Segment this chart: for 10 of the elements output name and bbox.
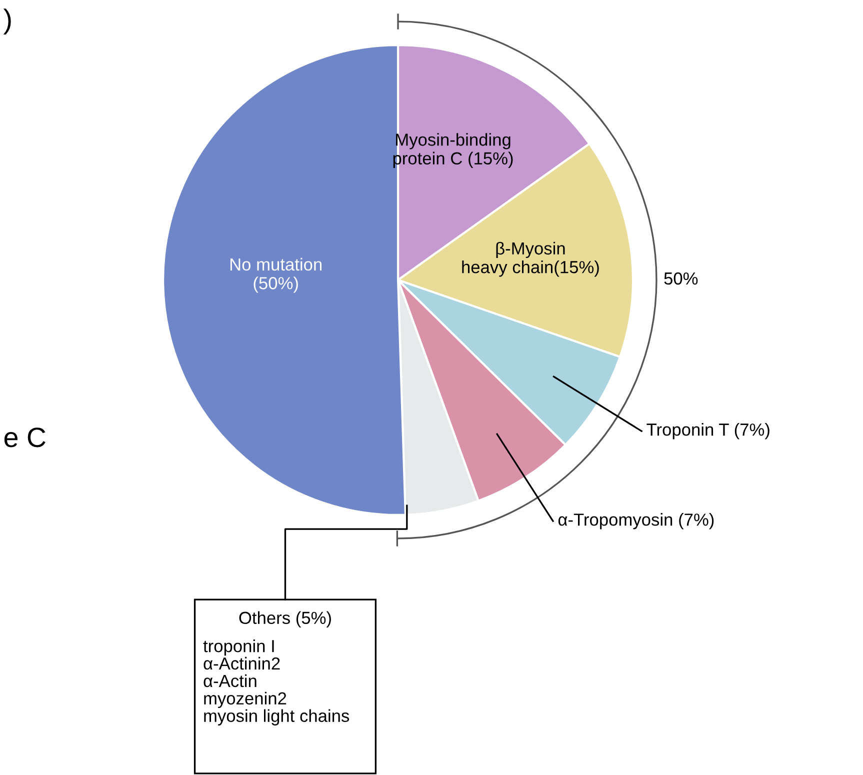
slice-label: β-Myosin heavy chain(15%) xyxy=(462,242,599,277)
slice-label: Myosin-binding protein C (15%) xyxy=(393,133,513,168)
slice-label: No mutation (50%) xyxy=(230,258,322,293)
slice-label: Troponin T (7%) xyxy=(646,423,770,440)
text: troponin I α-Actinin2 α-Actin myozenin2 myosin light chains xyxy=(203,639,350,726)
text: 50% xyxy=(664,272,698,285)
text: ) xyxy=(3,8,11,34)
text: e C xyxy=(4,428,46,448)
slice-label: α-Tropomyosin (7%) xyxy=(558,513,714,530)
slice-label: Others (5%) xyxy=(239,611,331,628)
